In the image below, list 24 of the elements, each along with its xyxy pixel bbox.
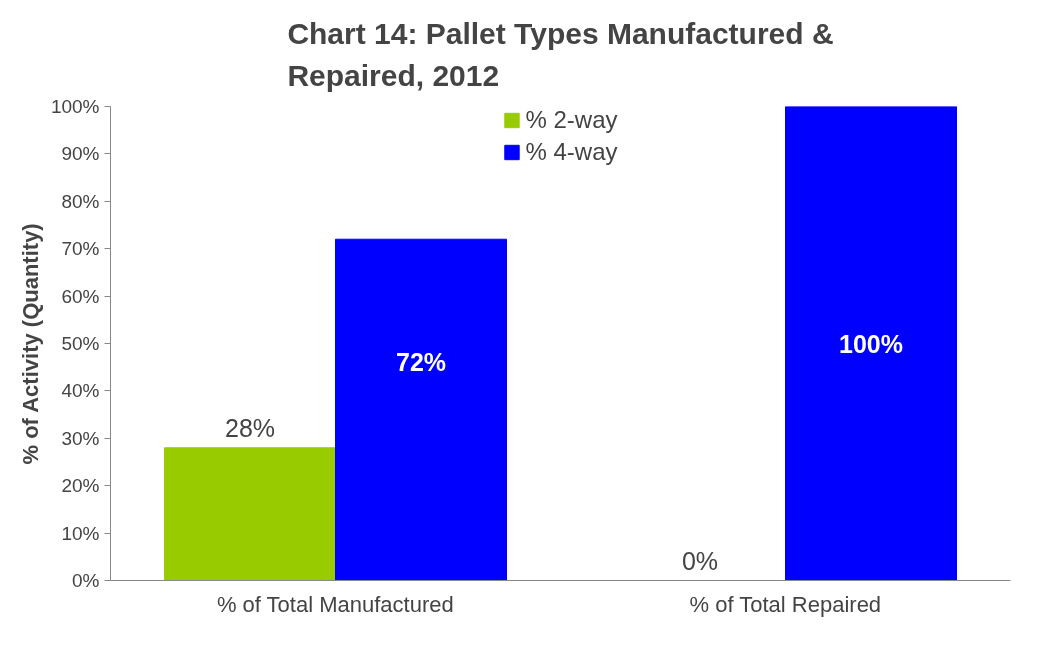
y-tick-label: 0% bbox=[72, 570, 100, 591]
data-label: 72% bbox=[395, 348, 447, 377]
bar bbox=[164, 447, 336, 581]
y-axis-title: % of Activity (Quantity) bbox=[17, 223, 43, 465]
y-tick-label: 30% bbox=[61, 427, 100, 449]
y-tick-label: 10% bbox=[61, 522, 100, 544]
data-label: 100% bbox=[839, 329, 903, 358]
y-tick-label: 60% bbox=[61, 285, 100, 307]
data-label: 0% bbox=[681, 546, 719, 575]
y-tick-label: 70% bbox=[61, 238, 100, 260]
y-tick-label: 40% bbox=[61, 380, 100, 402]
bar bbox=[785, 106, 957, 581]
x-tick-label: % of Total Manufactured bbox=[216, 591, 454, 617]
y-tick-label: 90% bbox=[61, 143, 100, 165]
legend-label: % 4-way bbox=[525, 138, 618, 166]
data-label: 28% bbox=[224, 413, 276, 442]
bar bbox=[335, 238, 507, 581]
x-tick-label: % of Total Repaired bbox=[689, 591, 882, 617]
y-tick-label: 100% bbox=[50, 96, 100, 117]
y-tick-label: 20% bbox=[61, 475, 100, 497]
chart-title: Chart 14: Pallet Types Manufactured & Repaired, 2012 bbox=[287, 17, 834, 92]
legend-label: % 2-way bbox=[525, 106, 618, 134]
y-tick-label: 50% bbox=[61, 333, 100, 354]
y-tick-label: 80% bbox=[61, 190, 100, 212]
